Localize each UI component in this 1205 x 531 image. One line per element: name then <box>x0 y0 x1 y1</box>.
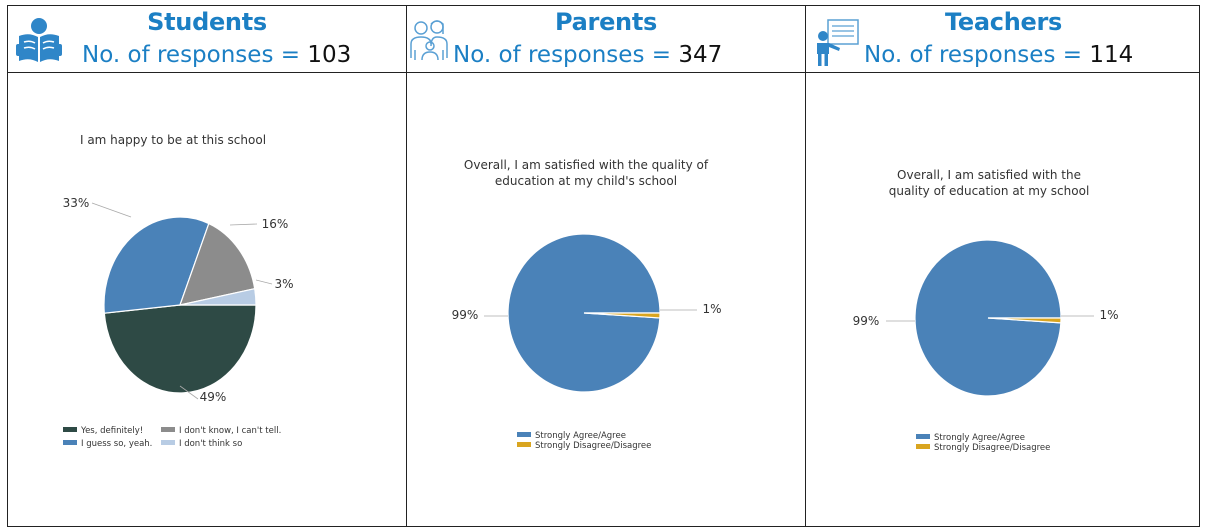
parents-pie-chart: Overall, I am satisfied with the quality… <box>452 158 722 451</box>
legend-label: I don't think so <box>179 439 242 449</box>
legend-label: Yes, definitely! <box>80 426 143 436</box>
legend-swatch <box>63 427 77 432</box>
responses-count: No. of responses = 114 <box>864 42 1134 68</box>
legend-swatch <box>63 440 77 445</box>
teacher-board-icon <box>817 19 859 66</box>
pie-slice <box>987 317 1062 324</box>
legend-swatch <box>161 440 175 445</box>
chart-title: I am happy to be at this school <box>80 133 266 147</box>
data-label: 99% <box>452 308 479 322</box>
legend-label: Strongly Disagree/Disagree <box>934 443 1050 453</box>
label-leader-line <box>179 385 199 400</box>
legend-swatch <box>161 427 175 432</box>
column-title: Students <box>147 8 267 36</box>
label-leader-line <box>91 202 132 218</box>
legend-label: I don't know, I can't tell. <box>179 426 281 436</box>
data-label: 49% <box>200 390 227 404</box>
column-divider <box>805 6 806 526</box>
legend-swatch <box>517 442 531 447</box>
column-divider <box>406 6 407 526</box>
column-title: Teachers <box>945 8 1062 36</box>
teachers-header: Teachers No. of responses = 114 <box>806 6 1201 72</box>
data-label: 3% <box>274 277 293 291</box>
label-leader-line <box>255 279 273 285</box>
responses-count: No. of responses = 103 <box>82 42 352 68</box>
responses-count: No. of responses = 347 <box>453 42 723 68</box>
column-title: Parents <box>555 8 657 36</box>
teachers-pie-chart: Overall, I am satisfied with the quality … <box>853 168 1119 453</box>
data-label: 1% <box>1099 308 1118 322</box>
teachers-chart-panel: Overall, I am satisfied with the quality … <box>806 73 1201 526</box>
legend-swatch <box>916 434 930 439</box>
parent-child-icon <box>410 20 448 61</box>
legend-swatch <box>916 444 930 449</box>
data-label: 16% <box>262 217 289 231</box>
parents-header: Parents No. of responses = 347 <box>407 6 805 72</box>
survey-table: Students No. of responses = 103 Parents … <box>7 5 1200 527</box>
chart-title: Overall, I am satisfied with the quality… <box>464 158 709 172</box>
students-pie-chart: I am happy to be at this school 49% 33% 16%… <box>63 133 294 449</box>
legend-label: I guess so, yeah. <box>81 439 152 449</box>
legend-label: Strongly Agree/Agree <box>934 433 1025 443</box>
pie-slice <box>179 222 256 306</box>
parents-chart-panel: Overall, I am satisfied with the quality… <box>407 73 805 526</box>
legend-swatch <box>517 432 531 437</box>
data-label: 99% <box>853 314 880 328</box>
pie-slice <box>103 304 257 394</box>
pie-slice <box>583 312 661 319</box>
reading-student-icon <box>16 18 62 62</box>
data-label: 1% <box>702 302 721 316</box>
students-header: Students No. of responses = 103 <box>8 6 406 72</box>
pie-slice <box>179 287 257 306</box>
legend-label: Strongly Disagree/Disagree <box>535 441 651 451</box>
pie-slice <box>103 216 210 314</box>
chart-title: education at my child's school <box>495 174 677 188</box>
chart-title: Overall, I am satisfied with the <box>897 168 1081 182</box>
label-leader-line <box>229 223 258 226</box>
header-divider <box>8 72 1199 73</box>
students-chart-panel: I am happy to be at this school 49% 33% 16%… <box>8 73 406 526</box>
chart-title: quality of education at my school <box>889 184 1090 198</box>
data-label: 33% <box>63 196 90 210</box>
legend-label: Strongly Agree/Agree <box>535 431 626 441</box>
